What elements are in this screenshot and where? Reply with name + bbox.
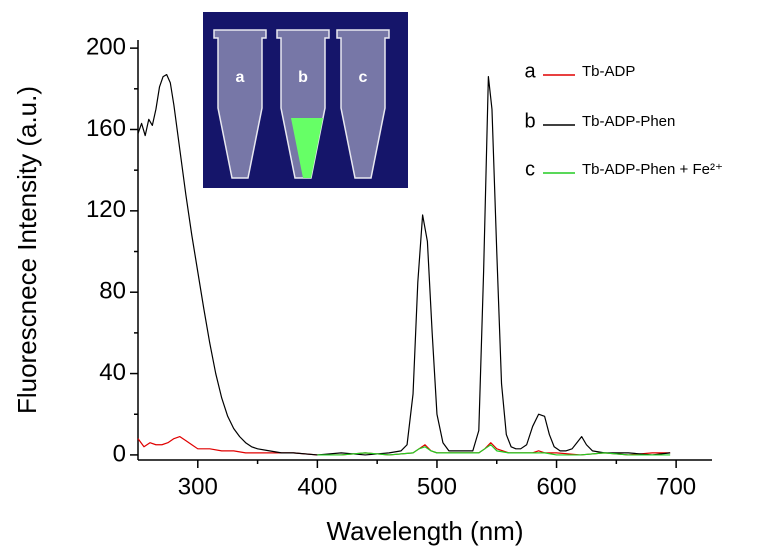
glowing-solution [291,118,323,178]
x-tick-label: 500 [417,473,457,500]
tubes [213,29,390,179]
legend-letter: c [525,158,535,180]
x-tick-label: 700 [656,473,696,500]
series-line [317,444,671,456]
x-tick-label: 400 [297,473,337,500]
legend-letter: a [524,60,536,82]
x-tick-label: 300 [178,473,218,500]
legend-label: Tb-ADP-Phen + Fe²⁺ [582,161,723,178]
y-tick-label: 160 [86,115,126,142]
y-tick-label: 80 [99,278,126,305]
legend-label: Tb-ADP-Phen [582,113,675,130]
x-axis-title: Wavelength (nm) [327,516,524,546]
legend-letter: b [524,110,535,132]
y-tick-label: 120 [86,196,126,223]
y-tick-label: 0 [113,440,126,467]
x-tick-label: 600 [537,473,577,500]
series-line [137,73,671,456]
inset-photo: a b c [203,12,408,188]
tube-label: a [236,69,245,86]
y-tick-label: 200 [86,33,126,60]
y-axis-title: Fluorescnece Intensity (a.u.) [12,86,42,414]
series-line [137,436,671,456]
legend-label: Tb-ADP [582,63,635,80]
y-tick-label: 40 [99,359,126,386]
tube-label: b [298,69,308,86]
tube-label: c [359,69,368,86]
